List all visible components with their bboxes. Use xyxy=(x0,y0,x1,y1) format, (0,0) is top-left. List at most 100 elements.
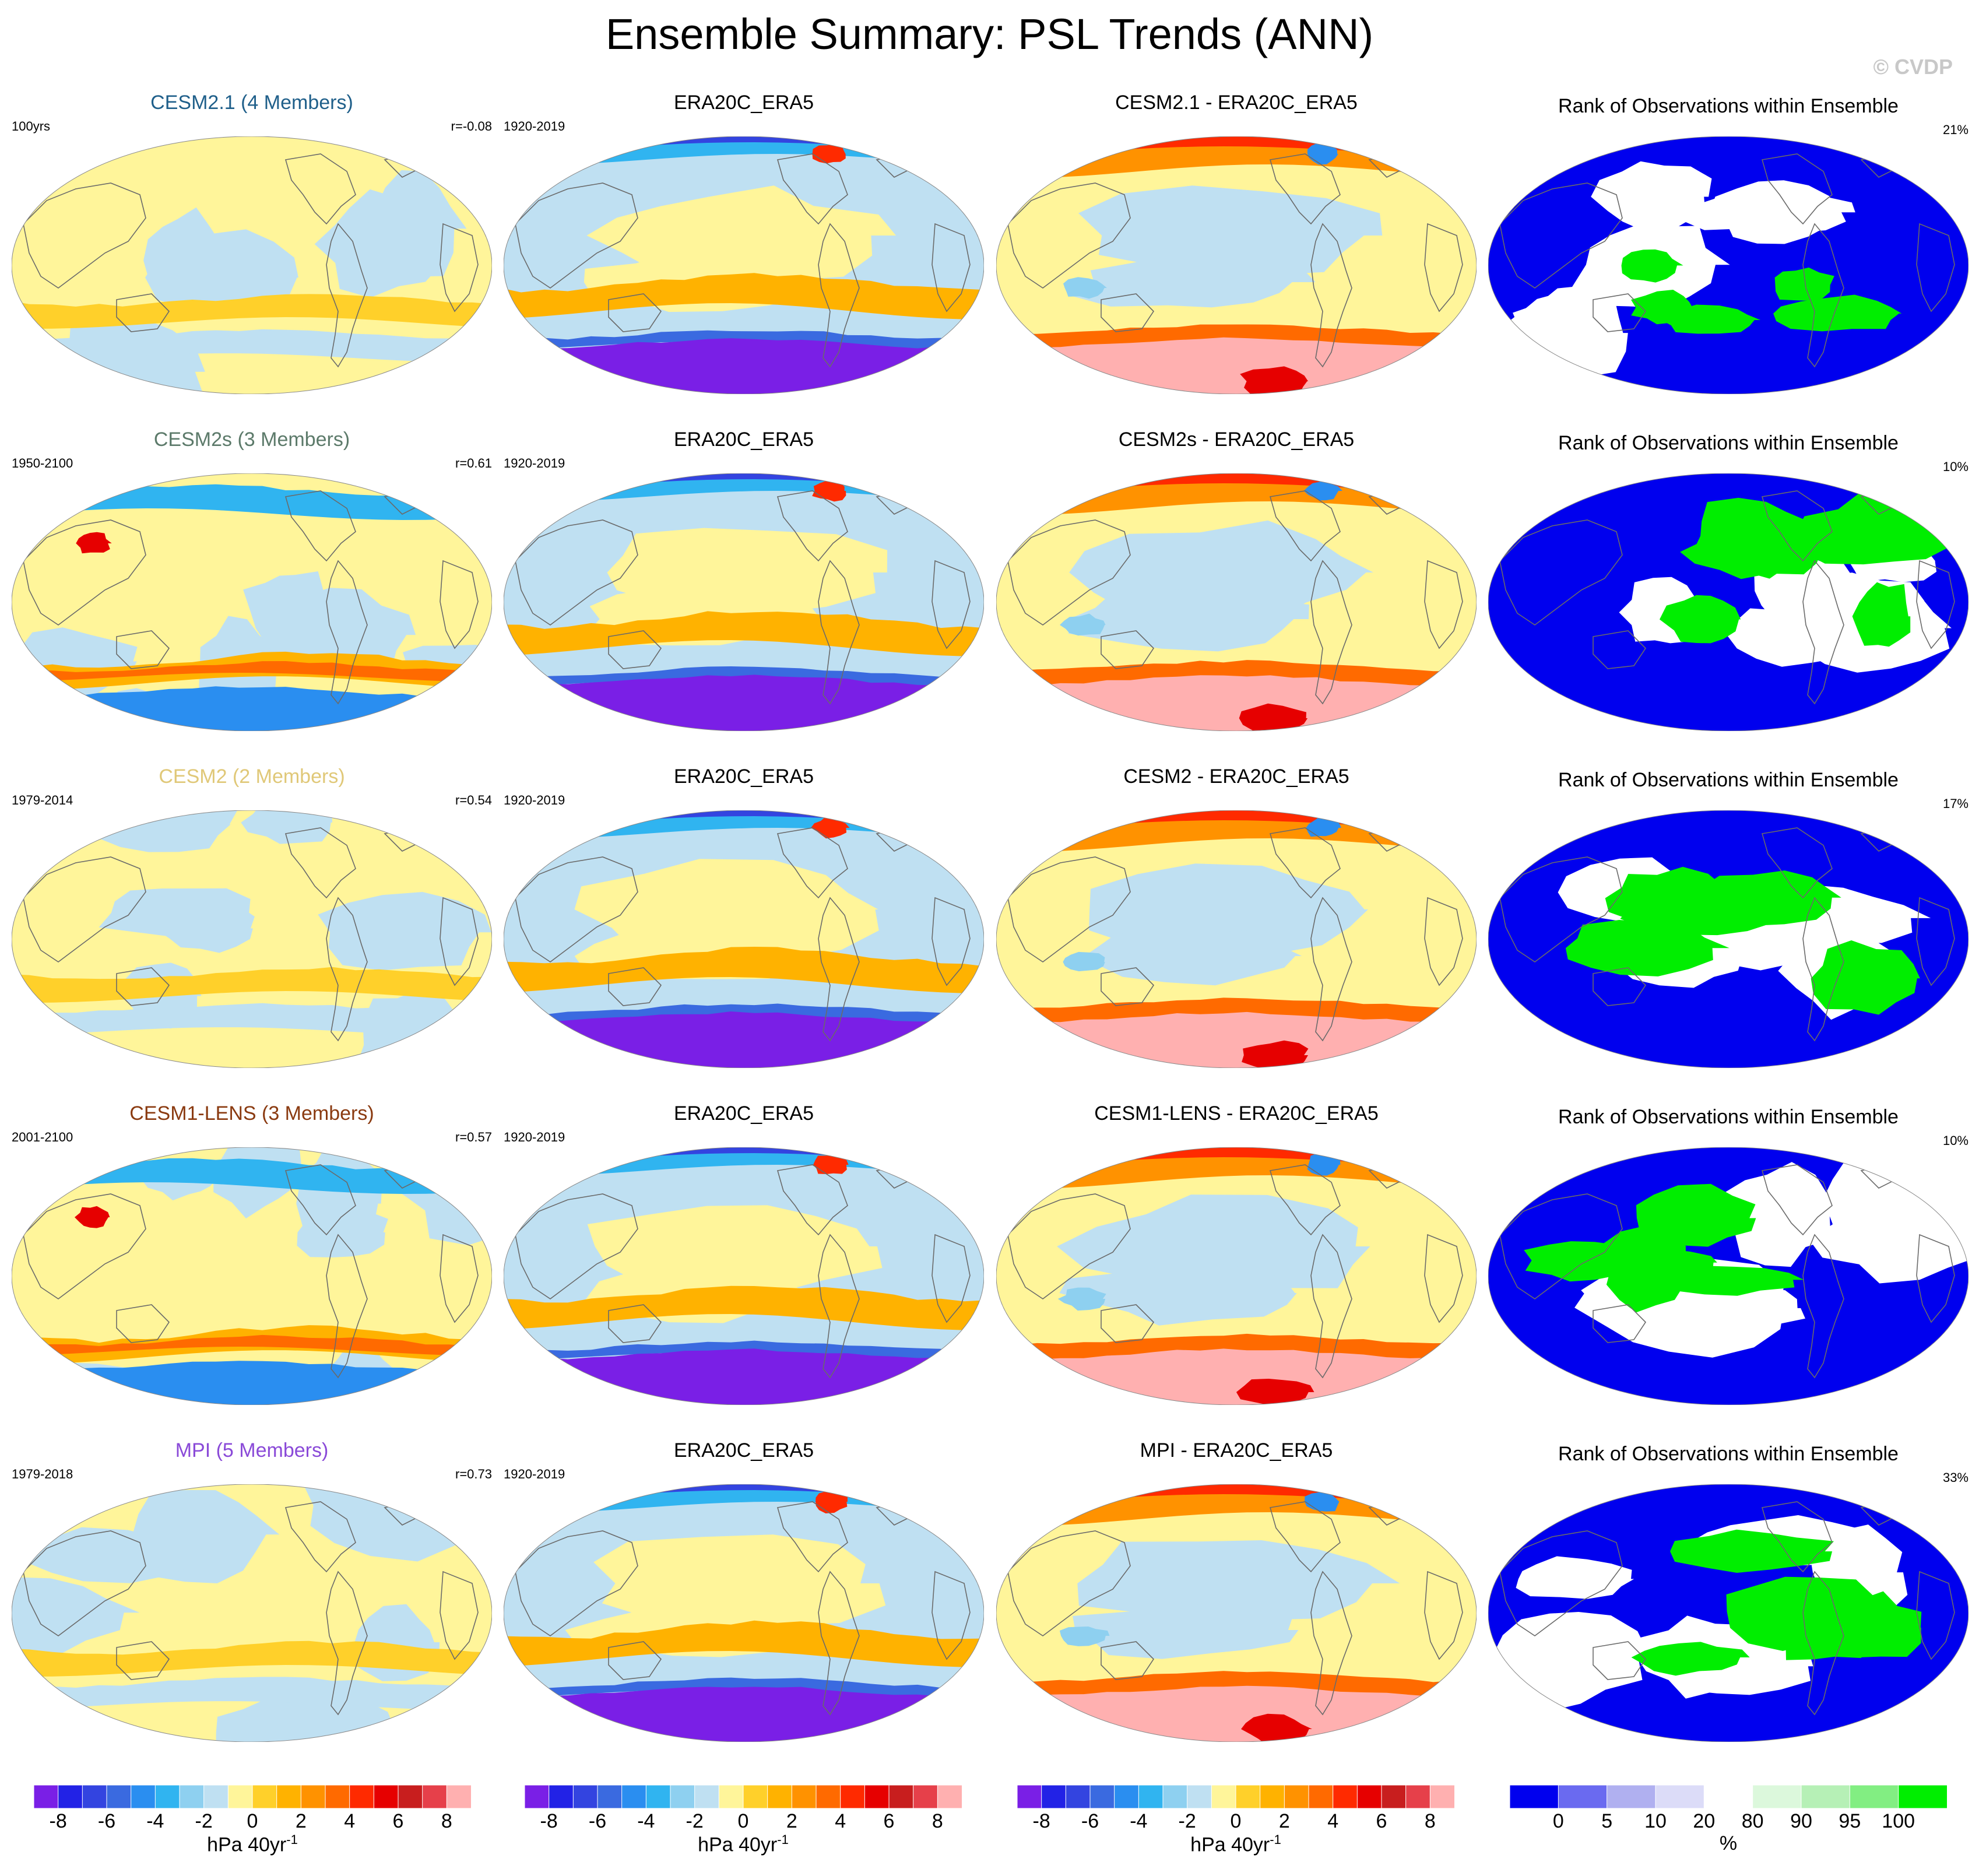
obs-map xyxy=(504,136,984,394)
colorbar-tick-label: 100 xyxy=(1882,1810,1915,1832)
rank-panel-percent: 10% xyxy=(1942,1133,1969,1148)
rank-panel-row-1: Rank of Observations within Ensemble 21% xyxy=(1488,91,1969,394)
colorbar-tick-label: -8 xyxy=(1032,1810,1050,1832)
colorbar-swatch xyxy=(815,1785,841,1808)
model-panel-correlation: r=0.54 xyxy=(455,793,492,807)
model-panel-title: CESM2 (2 Members) xyxy=(159,765,345,788)
colorbar-swatch xyxy=(1065,1785,1091,1808)
colorbar-swatch xyxy=(1138,1785,1164,1808)
obs-panel-row-3: ERA20C_ERA5 1920-2019 xyxy=(504,765,984,1068)
model-panel-correlation: r=0.61 xyxy=(455,456,492,470)
diff-map xyxy=(996,1147,1477,1405)
colorbar-swatch xyxy=(1703,1785,1753,1808)
colorbar-swatch xyxy=(525,1785,550,1808)
obs-panel-period: 1920-2019 xyxy=(504,456,565,470)
model-panel-title: CESM2.1 (4 Members) xyxy=(150,92,353,114)
colorbar-swatch xyxy=(791,1785,817,1808)
rank-panel-title: Rank of Observations within Ensemble xyxy=(1558,1443,1899,1465)
rank-map xyxy=(1488,1484,1969,1742)
colorbar-swatch xyxy=(154,1785,180,1808)
diff-panel-row-4: CESM1-LENS - ERA20C_ERA5 xyxy=(996,1102,1477,1405)
model-map xyxy=(12,810,492,1068)
colorbar-swatch xyxy=(1849,1785,1899,1808)
obs-panel-period: 1920-2019 xyxy=(504,1130,565,1144)
colorbar-swatch xyxy=(446,1785,471,1808)
rank-panel-percent: 21% xyxy=(1942,122,1969,137)
diff-panel-row-1: CESM2.1 - ERA20C_ERA5 xyxy=(996,91,1477,394)
obs-map xyxy=(504,810,984,1068)
model-panel-period: 2001-2100 xyxy=(12,1130,73,1144)
model-panel-title: MPI (5 Members) xyxy=(175,1439,329,1462)
colorbar-swatch xyxy=(1089,1785,1115,1808)
model-panel-period: 1950-2100 xyxy=(12,456,73,470)
obs-panel-row-4: ERA20C_ERA5 1920-2019 xyxy=(504,1102,984,1405)
obs-panel-title: ERA20C_ERA5 xyxy=(673,765,814,788)
colorbar-swatch xyxy=(179,1785,205,1808)
colorbar-tick-label: 4 xyxy=(835,1810,846,1832)
colorbar-swatch xyxy=(422,1785,448,1808)
colorbar-swatch xyxy=(276,1785,302,1808)
colorbar-swatch xyxy=(1558,1785,1608,1808)
rank-panel-title: Rank of Observations within Ensemble xyxy=(1558,1106,1899,1128)
model-panel-correlation: r=0.73 xyxy=(455,1467,492,1481)
colorbar-tick-label: 0 xyxy=(1552,1810,1564,1832)
diff-map xyxy=(996,473,1477,731)
model-map xyxy=(12,1147,492,1405)
colorbar-swatch xyxy=(572,1785,599,1808)
rank-panel-row-3: Rank of Observations within Ensemble 17% xyxy=(1488,765,1969,1068)
colorbar-tick-label: -6 xyxy=(97,1810,116,1832)
colorbar-tick-label: 4 xyxy=(344,1810,356,1832)
colorbar-tick-label: 2 xyxy=(1278,1810,1290,1832)
diff-panel-title: CESM2.1 - ERA20C_ERA5 xyxy=(1115,92,1358,114)
obs-map xyxy=(504,1484,984,1742)
colorbar-swatch xyxy=(34,1785,59,1808)
rank-map xyxy=(1488,136,1969,394)
colorbar-swatch xyxy=(1607,1785,1657,1808)
colorbar-swatch xyxy=(227,1785,254,1808)
colorbar-swatch xyxy=(58,1785,83,1808)
obs-panel-period: 1920-2019 xyxy=(504,1467,565,1481)
colorbar-tick-label: -2 xyxy=(1178,1810,1196,1832)
colorbar-swatch xyxy=(645,1785,671,1808)
model-map xyxy=(12,473,492,731)
colorbar-swatch xyxy=(300,1785,326,1808)
colorbar-swatch xyxy=(1284,1785,1310,1808)
diff-map xyxy=(996,1484,1477,1742)
colorbar-4-ticks: 0 5 10 20 80 90 95 100 xyxy=(1510,1810,1947,1836)
rank-map xyxy=(1488,473,1969,731)
colorbar-swatch xyxy=(1429,1785,1454,1808)
colorbar-tick-label: 10 xyxy=(1644,1810,1667,1832)
obs-panel-period: 1920-2019 xyxy=(504,119,565,134)
colorbar-swatch xyxy=(1381,1785,1407,1808)
colorbar-tick-label: 0 xyxy=(737,1810,749,1832)
model-panel-row-3: CESM2 (2 Members) 1979-2014 r=0.54 xyxy=(12,765,492,1068)
colorbar-tick-label: -6 xyxy=(1081,1810,1099,1832)
model-panel-correlation: r=0.57 xyxy=(455,1130,492,1144)
colorbar-tick-label: 4 xyxy=(1327,1810,1339,1832)
colorbar-3-ticks: -8 -6 -4 -2 0 2 4 6 8 xyxy=(1017,1810,1454,1836)
colorbar-swatch xyxy=(325,1785,350,1808)
colorbar-tick-label: -4 xyxy=(637,1810,655,1832)
diff-panel-title: CESM2s - ERA20C_ERA5 xyxy=(1118,428,1355,451)
colorbar-tick-label: -8 xyxy=(540,1810,558,1832)
obs-panel-title: ERA20C_ERA5 xyxy=(673,1102,814,1125)
colorbar-tick-label: 8 xyxy=(931,1810,943,1832)
colorbar-tick-label: -2 xyxy=(686,1810,704,1832)
colorbar-swatch xyxy=(1187,1785,1212,1808)
colorbar-swatch xyxy=(1655,1785,1705,1808)
colorbar-swatch xyxy=(1041,1785,1067,1808)
model-map xyxy=(12,136,492,394)
colorbar-swatch xyxy=(252,1785,277,1808)
colorbar-tick-label: -6 xyxy=(588,1810,607,1832)
diff-map xyxy=(996,136,1477,394)
obs-panel-row-5: ERA20C_ERA5 1920-2019 xyxy=(504,1439,984,1742)
cvdp-watermark: © CVDP xyxy=(1873,55,1953,79)
colorbar-tick-label: 90 xyxy=(1790,1810,1812,1832)
colorbar-tick-label: 2 xyxy=(295,1810,307,1832)
colorbar-1-unit: hPa 40yr-1 xyxy=(207,1832,298,1856)
obs-panel-period: 1920-2019 xyxy=(504,793,565,807)
obs-panel-row-1: ERA20C_ERA5 1920-2019 xyxy=(504,91,984,394)
colorbar-swatch xyxy=(82,1785,108,1808)
colorbar-swatch xyxy=(203,1785,229,1808)
model-panel-title: CESM1-LENS (3 Members) xyxy=(129,1102,374,1125)
